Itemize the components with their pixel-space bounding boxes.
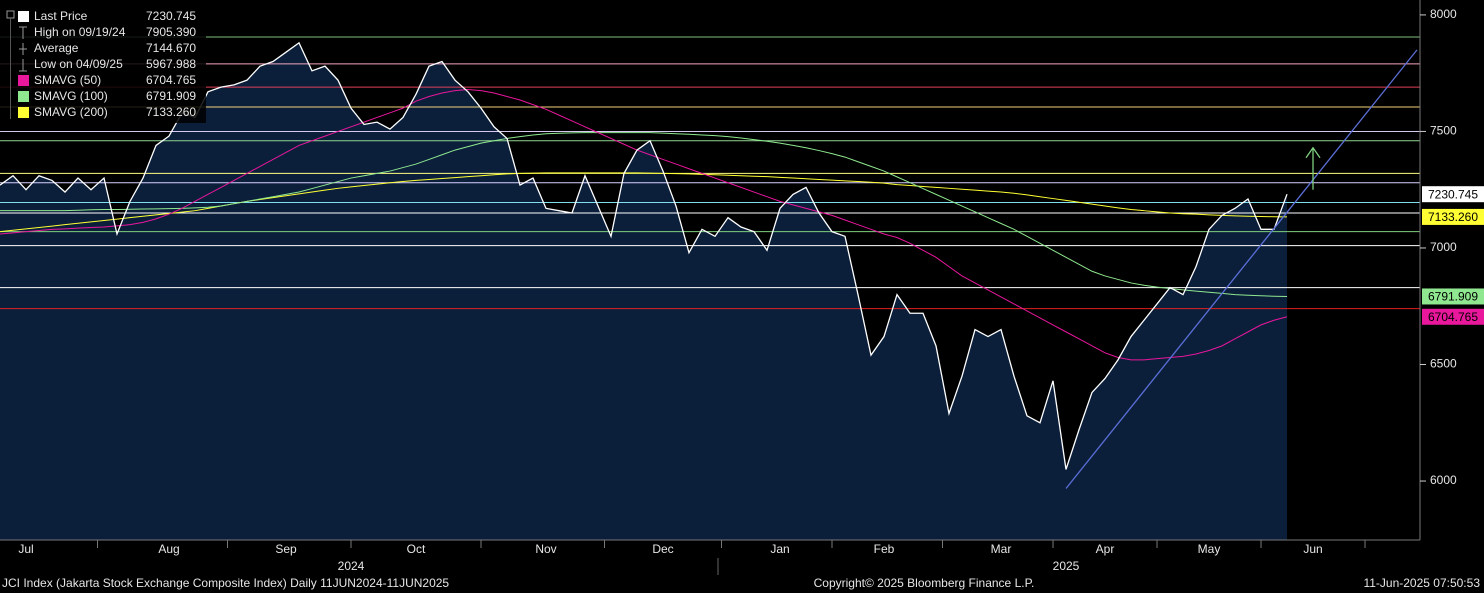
legend-swatch	[18, 107, 29, 118]
legend-swatch	[18, 91, 29, 102]
legend: Last Price 7230.745 High on 09/19/24 7905.3…	[0, 6, 206, 123]
value-tag-label: 6791.909	[1428, 290, 1478, 304]
x-tick-label: Dec	[652, 542, 673, 556]
x-tick-label: Jan	[770, 542, 789, 556]
arrow-head	[1305, 146, 1321, 159]
legend-value: 7133.260	[146, 105, 196, 119]
y-tick-label: 6500	[1430, 357, 1457, 371]
y-tick-label: 8000	[1430, 7, 1457, 21]
footer-center: Copyright© 2025 Bloomberg Finance L.P.	[814, 576, 1035, 590]
value-tag-label: 7230.745	[1428, 187, 1478, 201]
sma-line	[0, 132, 1288, 297]
legend-value: 7230.745	[146, 9, 196, 23]
x-group-label: 2025	[1053, 559, 1080, 573]
x-tick-label: Mar	[991, 542, 1012, 556]
x-tick-label: Aug	[158, 542, 179, 556]
value-tag-label: 7133.260	[1428, 210, 1478, 224]
x-tick-label: Jun	[1303, 542, 1322, 556]
legend-value: 6791.909	[146, 89, 196, 103]
x-tick-label: Oct	[407, 542, 426, 556]
legend-swatch	[18, 75, 29, 86]
footer-right: 11-Jun-2025 07:50:53	[1363, 576, 1480, 590]
legend-label: SMAVG (200)	[34, 105, 108, 119]
x-tick-label: Nov	[535, 542, 556, 556]
y-tick-label: 7000	[1430, 240, 1457, 254]
value-tag	[1422, 208, 1484, 225]
x-group-label: 2024	[338, 559, 365, 573]
legend-swatch	[18, 11, 29, 22]
legend-value: 5967.988	[146, 57, 196, 71]
trendline	[1065, 49, 1418, 489]
value-tag	[1422, 186, 1484, 203]
legend-label: Average	[34, 41, 79, 55]
legend-label: High on 09/19/24	[34, 25, 126, 39]
x-tick-label: Jul	[18, 542, 33, 556]
value-tag	[1422, 288, 1484, 305]
legend-value: 7144.670	[146, 41, 196, 55]
y-tick-label: 7500	[1430, 124, 1457, 138]
price-line	[0, 41, 1288, 470]
legend-label: Last Price	[34, 9, 88, 23]
legend-value: 6704.765	[146, 73, 196, 87]
sma-line	[0, 172, 1288, 233]
value-tag	[1422, 308, 1484, 325]
legend-label: Low on 04/09/25	[34, 57, 123, 71]
plot-area	[0, 36, 1420, 541]
value-tag-label: 6704.765	[1428, 310, 1478, 324]
x-tick-label: Feb	[874, 542, 895, 556]
x-tick-label: Sep	[275, 542, 297, 556]
legend-label: SMAVG (100)	[34, 89, 108, 103]
y-tick-label: 6000	[1430, 473, 1457, 487]
price-area	[0, 42, 1287, 541]
footer-left: JCI Index (Jakarta Stock Exchange Compos…	[2, 576, 449, 590]
sma-line	[0, 88, 1288, 361]
x-tick-label: Apr	[1096, 542, 1115, 556]
legend-label: SMAVG (50)	[34, 73, 101, 87]
legend-box	[0, 6, 206, 123]
legend-value: 7905.390	[146, 25, 196, 39]
x-tick-label: May	[1198, 542, 1221, 556]
